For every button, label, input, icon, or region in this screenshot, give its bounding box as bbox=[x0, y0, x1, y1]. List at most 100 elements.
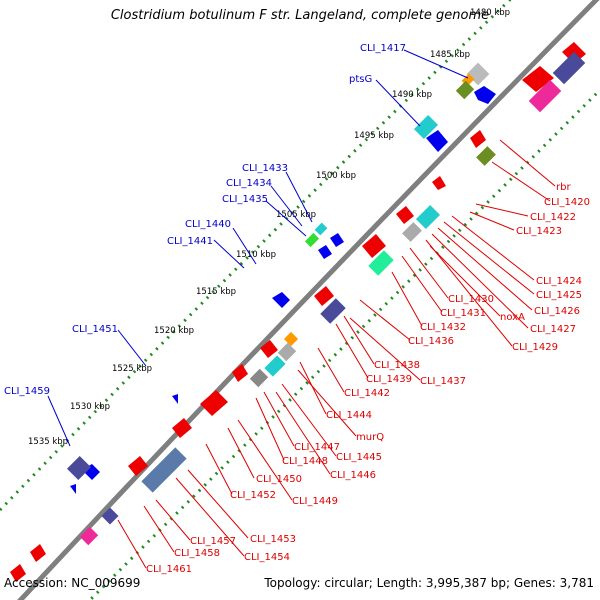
leader-line-blue bbox=[375, 79, 421, 127]
leader-line-red bbox=[491, 161, 551, 202]
gene-arrow-reverse bbox=[470, 130, 486, 148]
gene-label-red: CLI_1422 bbox=[530, 212, 576, 223]
feature-cyan bbox=[415, 204, 441, 230]
feature-magenta bbox=[528, 79, 562, 113]
gene-label-red: CLI_1429 bbox=[512, 342, 558, 353]
gene-label-red: CLI_1444 bbox=[326, 410, 372, 421]
gene-label-blue: CLI_1451 bbox=[72, 324, 118, 335]
gene-arrow-forward bbox=[330, 233, 344, 247]
feature-teal bbox=[368, 250, 394, 276]
leader-line-red bbox=[443, 221, 535, 295]
gene-label-red: CLI_1430 bbox=[448, 294, 494, 305]
gene-label-red: CLI_1426 bbox=[534, 306, 580, 317]
leader-line-blue bbox=[403, 49, 469, 79]
feature-olive bbox=[455, 80, 475, 100]
leader-line-red bbox=[255, 397, 285, 461]
gene-label-blue: CLI_1459 bbox=[4, 386, 50, 397]
leader-line-red bbox=[263, 391, 295, 447]
gene-arrow-reverse bbox=[128, 456, 148, 476]
page-title: Clostridium botulinum F str. Langeland, … bbox=[110, 8, 490, 23]
leader-line-red bbox=[299, 361, 327, 415]
gene-label-red: CLI_1438 bbox=[374, 360, 420, 371]
leader-line-red bbox=[281, 383, 337, 457]
feature-slate bbox=[320, 298, 346, 324]
gene-arrow-forward bbox=[318, 245, 332, 259]
topology-text: Topology: circular; Length: 3,995,387 bp… bbox=[264, 576, 594, 590]
gene-arrow-reverse bbox=[362, 234, 386, 258]
forward-genes bbox=[70, 86, 496, 494]
leader-line-red bbox=[431, 233, 529, 329]
gene-arrow-reverse bbox=[314, 286, 334, 306]
feature-cyan bbox=[314, 222, 328, 236]
gene-arrow-reverse bbox=[432, 176, 446, 190]
gene-label-red: CLI_1457 bbox=[190, 536, 236, 547]
gene-label-red: CLI_1431 bbox=[440, 308, 486, 319]
leader-line-red bbox=[391, 271, 423, 327]
leader-line-red bbox=[451, 215, 535, 281]
gene-label-red: CLI_1447 bbox=[294, 442, 340, 453]
leader-line-red bbox=[205, 443, 233, 495]
gene-label-red: CLI_1439 bbox=[366, 374, 412, 385]
feature-slate bbox=[552, 51, 586, 85]
feature-grey bbox=[249, 368, 269, 388]
leader-line-blue bbox=[117, 329, 147, 367]
gene-label-red: CLI_1420 bbox=[544, 197, 590, 208]
kbp-tick-label: 1505 kbp bbox=[276, 210, 316, 220]
leader-line-red bbox=[475, 203, 529, 217]
kbp-tick-label: 1490 kbp bbox=[392, 90, 432, 100]
accession-text: Accession: NC_009699 bbox=[4, 576, 141, 590]
gene-arrow-forward bbox=[70, 484, 76, 494]
kbp-tick-label: 1480 kbp bbox=[470, 8, 510, 18]
leader-line-red bbox=[437, 227, 533, 311]
feature-grey bbox=[402, 222, 422, 242]
gene-arrow-reverse bbox=[260, 340, 278, 358]
gene-label-red: CLI_1423 bbox=[516, 226, 562, 237]
kbp-tick-label: 1495 kbp bbox=[354, 131, 394, 141]
gene-label-red: CLI_1427 bbox=[530, 324, 576, 335]
leader-line-red bbox=[227, 427, 255, 479]
gene-label-red: CLI_1454 bbox=[244, 552, 290, 563]
gene-arrow-reverse bbox=[396, 206, 414, 224]
leader-line-red bbox=[175, 477, 245, 557]
leader-line-red bbox=[359, 299, 411, 341]
gene-label-red: CLI_1446 bbox=[330, 470, 376, 481]
leader-line-red bbox=[187, 469, 249, 539]
leader-line-red bbox=[499, 139, 556, 187]
leader-line-red bbox=[155, 499, 191, 541]
kbp-tick-label: 1515 kbp bbox=[196, 287, 236, 297]
leader-line-red bbox=[335, 323, 369, 379]
leader-line-blue bbox=[232, 227, 257, 265]
gene-arrow-reverse bbox=[232, 364, 248, 382]
feature-magenta bbox=[79, 526, 99, 546]
feature-slate bbox=[66, 455, 92, 481]
gene-label-blue: CLI_1433 bbox=[242, 163, 288, 174]
gene-arrow-forward bbox=[474, 86, 496, 104]
gene-label-blue: CLI_1417 bbox=[360, 43, 406, 54]
feature-cyan bbox=[413, 114, 439, 140]
gene-arrow-reverse bbox=[30, 544, 46, 562]
gene-label-red: rbr bbox=[556, 182, 571, 193]
leader-line-blue bbox=[47, 395, 71, 447]
gene-label-red: CLI_1424 bbox=[536, 276, 582, 287]
leader-line-red bbox=[401, 255, 443, 313]
gene-label-red: CLI_1449 bbox=[292, 496, 338, 507]
gene-label-red: CLI_1453 bbox=[250, 534, 296, 545]
gene-label-red: CLI_1442 bbox=[344, 388, 390, 399]
gene-label-red: CLI_1448 bbox=[282, 456, 328, 467]
leader-line-blue bbox=[265, 200, 307, 237]
leader-line-red bbox=[143, 505, 175, 553]
leader-line-blue bbox=[213, 239, 245, 269]
leader-line-red bbox=[317, 347, 345, 393]
kbp-tick-label: 1485 kbp bbox=[430, 50, 470, 60]
gene-arrow-forward bbox=[272, 292, 290, 308]
gene-arrow-reverse bbox=[200, 390, 228, 416]
gene-arrow-reverse bbox=[522, 66, 554, 92]
leader-line-red bbox=[429, 245, 501, 317]
gene-label-red: CLI_1437 bbox=[420, 376, 466, 387]
leader-line-red bbox=[237, 419, 293, 501]
gene-label-blue: ptsG bbox=[349, 74, 372, 85]
feature-slate bbox=[141, 447, 187, 493]
leader-line-red bbox=[343, 315, 375, 365]
gene-label-blue: CLI_1440 bbox=[185, 219, 231, 230]
